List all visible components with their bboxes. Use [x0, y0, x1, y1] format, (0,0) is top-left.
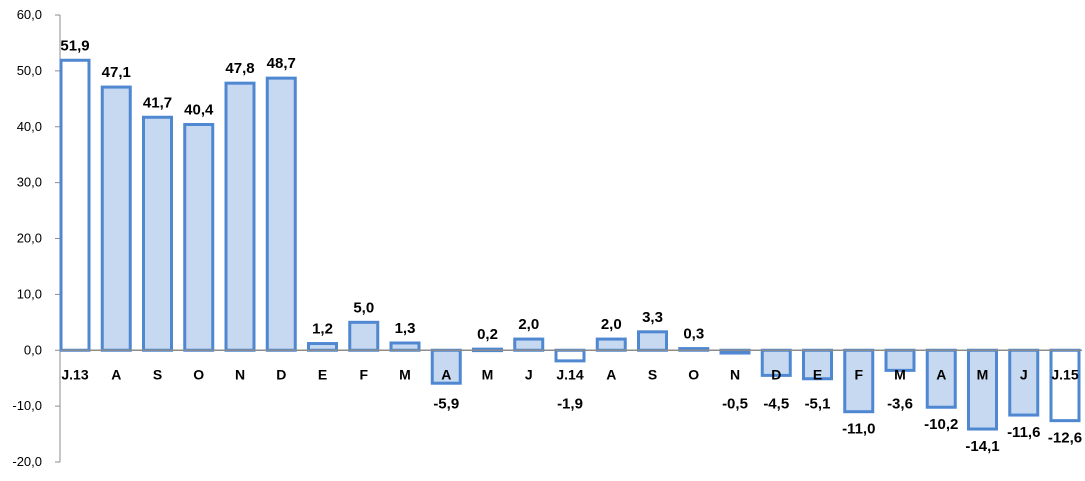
category-label: M: [399, 366, 411, 382]
bar: [59, 58, 91, 352]
category-label: F: [854, 366, 863, 382]
category-label: N: [730, 366, 740, 382]
value-label: 2,0: [601, 316, 622, 333]
value-label: 5,0: [353, 299, 374, 316]
bar: [513, 337, 545, 352]
y-tick-label: -10,0: [12, 398, 42, 413]
category-label: M: [977, 366, 989, 382]
y-tick-label: 40,0: [17, 119, 42, 134]
category-label: O: [193, 366, 204, 382]
value-label: 0,3: [683, 326, 704, 343]
bar: [389, 341, 421, 352]
category-label: D: [771, 366, 781, 382]
category-label: S: [648, 366, 657, 382]
bar: [307, 342, 338, 352]
value-label: 2,0: [518, 316, 539, 333]
y-tick-label: 50,0: [17, 63, 42, 78]
category-label: N: [235, 366, 245, 382]
category-label: E: [813, 366, 822, 382]
bar: [100, 85, 132, 352]
category-label: A: [111, 366, 121, 382]
bar: [1008, 348, 1040, 417]
y-tick-label: 0,0: [24, 342, 42, 357]
bar: [554, 348, 586, 363]
bar: [1049, 348, 1081, 423]
category-labels: J.13 A S O N D E F M A M J J.14 A S O N D E F M A M J J.15: [61, 366, 1078, 382]
category-label: J: [525, 366, 533, 382]
y-tick-label: -20,0: [12, 454, 42, 469]
category-label: A: [936, 366, 946, 382]
bar: [925, 348, 957, 409]
category-label: A: [441, 366, 451, 382]
value-label: 47,8: [225, 60, 254, 77]
category-label: J.14: [556, 366, 583, 382]
value-label: -11,6: [1007, 424, 1040, 441]
category-label: F: [359, 366, 368, 382]
value-label: -10,2: [924, 416, 958, 433]
bar: [224, 81, 256, 352]
bar: [595, 337, 627, 352]
bar: [142, 115, 173, 352]
value-label: -5,1: [805, 395, 831, 412]
bar: [843, 348, 875, 414]
bar: [348, 320, 380, 352]
value-label: 3,3: [642, 309, 663, 326]
value-label: 47,1: [102, 64, 131, 81]
bar: [967, 348, 998, 431]
value-label: 41,7: [143, 94, 172, 111]
bar: [265, 76, 297, 352]
y-tick-label: 30,0: [17, 175, 42, 190]
y-axis: 60,0 50,0 40,0 30,0 20,0 10,0 0,0 -10,0 -20,0: [12, 7, 61, 469]
value-label: -11,0: [842, 421, 875, 438]
bar: [183, 123, 215, 352]
category-label: J.15: [1051, 366, 1078, 382]
value-label: 51,9: [60, 37, 89, 54]
y-tick-label: 60,0: [17, 7, 42, 22]
category-label: M: [894, 366, 906, 382]
value-label: 48,7: [267, 55, 296, 72]
category-label: M: [482, 366, 494, 382]
value-label: -5,9: [433, 395, 459, 412]
value-label: -4,5: [763, 395, 789, 412]
bar: [637, 330, 668, 352]
value-label: 0,2: [477, 326, 498, 343]
value-label: -3,6: [887, 395, 913, 412]
category-label: J.13: [61, 366, 88, 382]
value-label: 1,3: [395, 320, 416, 337]
category-label: A: [606, 366, 616, 382]
value-label: 1,2: [312, 321, 333, 338]
value-labels: 51,9 47,1 41,7 40,4 47,8 48,7 1,2 5,0 1,3 -5,9 0,2…: [60, 37, 1082, 455]
value-label: -14,1: [965, 438, 999, 455]
value-label: 40,4: [184, 102, 214, 119]
category-label: J: [1020, 366, 1028, 382]
y-tick-label: 10,0: [17, 286, 42, 301]
category-label: S: [153, 366, 162, 382]
value-label: -12,6: [1048, 430, 1082, 447]
category-label: O: [688, 366, 699, 382]
value-label: -1,9: [557, 395, 583, 412]
value-label: -0,5: [722, 395, 748, 412]
y-tick-label: 20,0: [17, 231, 42, 246]
category-label: E: [318, 366, 327, 382]
category-label: D: [276, 366, 286, 382]
